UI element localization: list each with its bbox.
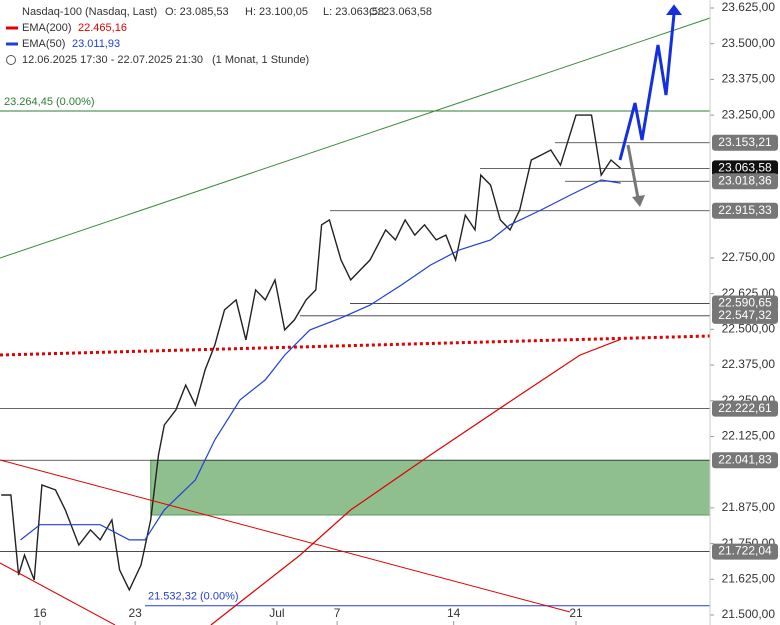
legend-value: 23.011,93 — [72, 38, 120, 50]
legend-ohlc: H: 23.100,05 — [245, 6, 308, 18]
legend-range: 12.06.2025 17:30 - 22.07.2025 21:30 — [22, 54, 203, 66]
level-label: 23.063,58 — [718, 161, 772, 175]
clock-icon — [6, 55, 16, 65]
channel-line — [0, 562, 116, 625]
level-label: 22.590,65 — [718, 296, 772, 310]
y-tick-label: 22.125,00 — [722, 429, 776, 443]
x-tick-label: 16 — [33, 606, 47, 620]
level-tag — [712, 202, 778, 219]
level-tag — [712, 452, 778, 469]
arrow-head — [666, 4, 682, 15]
y-tick-label: 21.625,00 — [722, 571, 776, 585]
x-tick-label: 7 — [334, 606, 341, 620]
trend-line — [0, 17, 711, 259]
legend-title: Nasdaq-100 (Nasdaq, Last) — [22, 6, 157, 18]
dotted-line — [0, 334, 711, 357]
level-tag — [712, 295, 778, 312]
y-tick-label: 23.500,00 — [722, 36, 776, 50]
legend-label: EMA(200) — [22, 22, 72, 34]
legend-period: (1 Monat, 1 Stunde) — [212, 54, 309, 66]
x-tick-label: 21 — [569, 606, 583, 620]
legend-ohlc: L: 23.063,58 — [323, 6, 384, 18]
level-label: 22.915,33 — [718, 203, 772, 217]
level-tag — [712, 134, 778, 151]
legend-value: 22.465,16 — [78, 22, 127, 34]
legend-ohlc: C: 23.063,58 — [369, 6, 432, 18]
y-tick-label: 22.500,00 — [722, 322, 776, 336]
level-tag — [712, 543, 778, 560]
x-tick-label: Jul — [269, 606, 284, 620]
legend-ohlc: O: 23.085,53 — [165, 6, 229, 18]
channel-line — [0, 459, 571, 613]
zone — [150, 459, 711, 516]
y-tick-label: 23.250,00 — [722, 107, 776, 121]
y-tick-label: 21.500,00 — [722, 607, 776, 621]
legend: Nasdaq-100 (Nasdaq, Last) O: 23.085,53 H… — [6, 6, 432, 66]
y-tick-label: 23.625,00 — [722, 0, 776, 14]
x-tick-label: 14 — [447, 606, 461, 620]
legend-label: EMA(50) — [22, 38, 65, 50]
y-tick-label: 23.375,00 — [722, 72, 776, 86]
level-tag — [712, 160, 778, 177]
fib-label: 21.532,32 (0.00%) — [148, 591, 239, 603]
series-line — [210, 338, 621, 625]
forecast-arrow — [618, 13, 676, 161]
level-label: 23.153,21 — [718, 135, 772, 149]
fib-label: 23.264,45 (0.00%) — [4, 96, 95, 108]
level-label: 21.722,04 — [718, 544, 772, 558]
level-tag — [712, 173, 778, 190]
level-label: 22.547,32 — [718, 308, 772, 322]
y-tick-label: 22.750,00 — [722, 250, 776, 264]
y-tick-label: 21.875,00 — [722, 500, 776, 514]
series-line — [20, 179, 621, 541]
level-label: 23.018,36 — [718, 173, 772, 187]
arrow-head — [632, 195, 645, 207]
series-line — [1, 114, 622, 592]
x-tick-label: 23 — [128, 606, 142, 620]
level-label: 22.222,61 — [718, 401, 772, 415]
forecast-arrow — [626, 144, 640, 199]
level-tag — [712, 307, 778, 324]
level-label: 22.041,83 — [718, 452, 772, 466]
y-tick-label: 22.375,00 — [722, 357, 776, 371]
level-tag — [712, 400, 778, 417]
